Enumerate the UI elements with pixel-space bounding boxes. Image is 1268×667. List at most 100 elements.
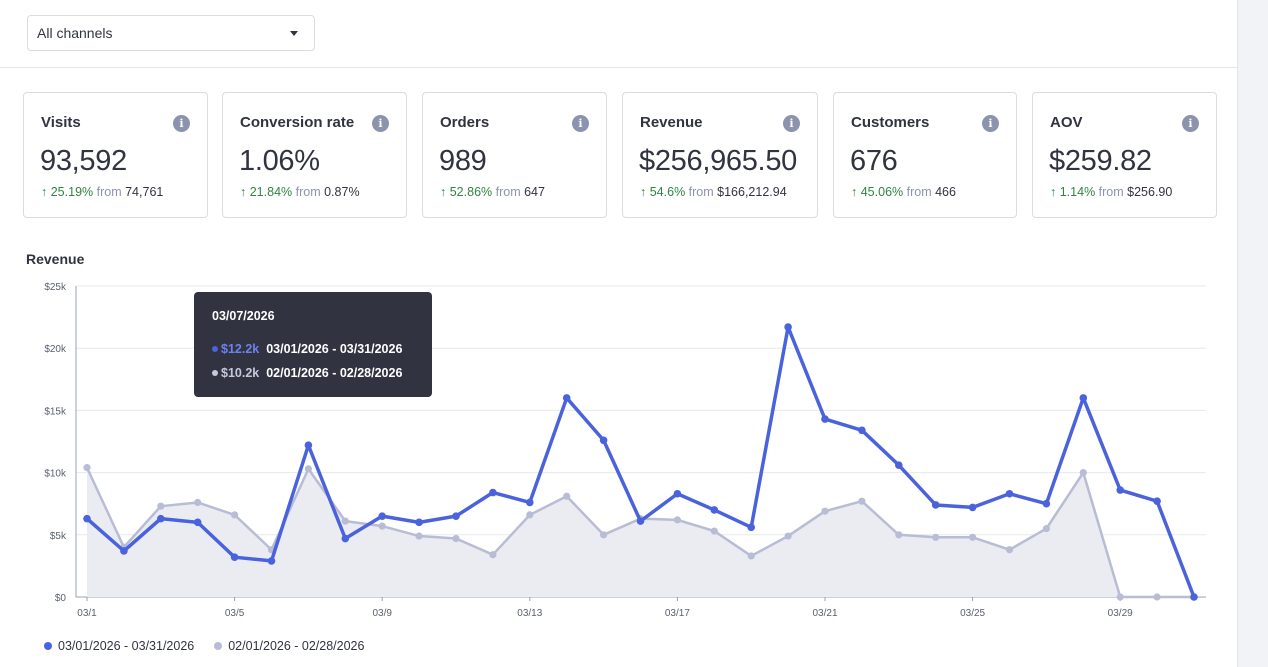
x-tick-label: 03/25 [960, 608, 985, 619]
tooltip-range-current: 03/01/2026 - 03/31/2026 [266, 342, 403, 356]
metric-from-label: from [96, 185, 122, 199]
arrow-up-icon: ↑ [1050, 185, 1057, 199]
metric-previous-value: $256.90 [1127, 185, 1173, 199]
chart-title: Revenue [26, 251, 85, 267]
metric-delta: ↑ 54.6% from $166,212.94 [640, 185, 787, 199]
current-series-dot [212, 345, 218, 352]
info-icon[interactable]: i [982, 115, 999, 132]
y-tick-label: $5k [50, 531, 67, 542]
previous-series-point [821, 507, 829, 515]
current-series-point [489, 488, 497, 497]
metric-delta: ↑ 45.06% from 466 [851, 185, 956, 199]
previous-series-point [1116, 593, 1124, 601]
metric-title: Visits [41, 114, 81, 131]
previous-series-point [378, 522, 386, 530]
chevron-down-icon [290, 31, 298, 36]
metric-change-pct: 52.86% [449, 185, 493, 199]
current-series-point [895, 461, 903, 469]
metric-from-label: from [295, 185, 321, 199]
metric-value: 1.06% [239, 145, 320, 177]
tooltip-range-previous: 02/01/2026 - 02/28/2026 [266, 366, 403, 380]
previous-series-point [194, 498, 202, 507]
metric-previous-value: 466 [935, 185, 956, 199]
metric-card: Customers i 676 ↑ 45.06% from 466 [833, 92, 1017, 218]
legend-item-current[interactable]: 03/01/2026 - 03/31/2026 [44, 639, 194, 653]
metric-from-label: from [688, 185, 714, 199]
y-tick-label: $10k [44, 469, 67, 480]
current-series-point [821, 415, 829, 423]
arrow-up-icon: ↑ [851, 185, 858, 199]
previous-series-point [1042, 524, 1050, 533]
metric-title: Conversion rate [240, 114, 355, 131]
legend-dot-current [44, 642, 52, 650]
info-icon[interactable]: i [173, 115, 190, 132]
current-series-point [1079, 394, 1088, 402]
arrow-up-icon: ↑ [440, 185, 447, 199]
current-series-point [710, 506, 719, 514]
metric-value: 989 [439, 145, 487, 177]
previous-series-point [784, 532, 792, 540]
previous-series-point [157, 502, 165, 510]
y-tick-label: $20k [44, 344, 67, 355]
previous-series-point [231, 511, 239, 519]
metric-change-pct: 1.14% [1059, 185, 1096, 199]
info-icon[interactable]: i [372, 115, 389, 132]
current-series-point [673, 489, 682, 498]
current-series-point [1153, 497, 1161, 506]
current-series-point [858, 426, 866, 435]
x-tick-label: 03/21 [812, 608, 837, 619]
current-series-point [1116, 486, 1124, 494]
metric-value: $256,965.50 [639, 145, 797, 177]
current-series-point [599, 436, 608, 445]
x-tick-label: 03/1 [77, 608, 97, 619]
y-tick-label: $25k [44, 282, 67, 293]
metric-value: 676 [850, 145, 898, 177]
current-series-point [341, 534, 350, 543]
metric-change-pct: 45.06% [860, 185, 904, 199]
channel-select[interactable]: All channels [27, 15, 315, 51]
info-icon[interactable]: i [1182, 115, 1199, 132]
x-tick-label: 03/17 [665, 608, 690, 619]
metric-from-label: from [906, 185, 932, 199]
tooltip-value-current: $12.2k [221, 342, 260, 356]
current-series-point [968, 503, 977, 512]
previous-series-point [452, 534, 460, 543]
legend-item-previous[interactable]: 02/01/2026 - 02/28/2026 [214, 639, 364, 653]
metric-title: Revenue [640, 114, 703, 131]
metric-card: Visits i 93,592 ↑ 25.19% from 74,761 [23, 92, 208, 218]
channel-select-value: All channels [37, 25, 113, 41]
toolbar: All channels [0, 0, 1237, 68]
metric-value: $259.82 [1049, 145, 1152, 177]
current-series-point [120, 547, 128, 555]
current-series-point [157, 514, 165, 523]
previous-series-point [673, 516, 682, 524]
info-icon[interactable]: i [572, 115, 589, 132]
metric-title: Orders [440, 114, 490, 131]
current-series-point [83, 514, 91, 523]
revenue-chart[interactable]: $0 $5k $10k $15k $20k $25k 03/1 03/5 03/9 03/13 03… [0, 270, 1237, 630]
current-series-point [378, 512, 387, 520]
current-series-point [304, 441, 313, 450]
previous-series-point [489, 551, 497, 559]
info-icon[interactable]: i [783, 115, 800, 132]
previous-series-point [83, 464, 91, 472]
previous-series-point [563, 492, 571, 500]
metric-delta: ↑ 21.84% from 0.87% [240, 185, 360, 199]
previous-series-dot [212, 369, 218, 376]
metric-card: AOV i $259.82 ↑ 1.14% from $256.90 [1032, 92, 1217, 218]
current-series-point [1190, 593, 1198, 601]
previous-series-point [858, 497, 866, 505]
metric-title: AOV [1050, 114, 1083, 131]
current-series-point [636, 517, 645, 525]
metric-change-pct: 54.6% [649, 185, 686, 199]
metric-change-pct: 25.19% [50, 185, 94, 199]
previous-series-point [1153, 593, 1161, 601]
tooltip-row-current: $12.2k 03/01/2026 - 03/31/2026 [212, 342, 402, 356]
y-tick-label: $0 [55, 593, 67, 604]
metric-previous-value: 0.87% [324, 185, 360, 199]
previous-series-point [932, 533, 940, 541]
legend-label-current: 03/01/2026 - 03/31/2026 [58, 639, 195, 653]
metric-title: Customers [851, 114, 930, 131]
metric-value: 93,592 [40, 145, 127, 177]
current-series-point [526, 498, 534, 507]
